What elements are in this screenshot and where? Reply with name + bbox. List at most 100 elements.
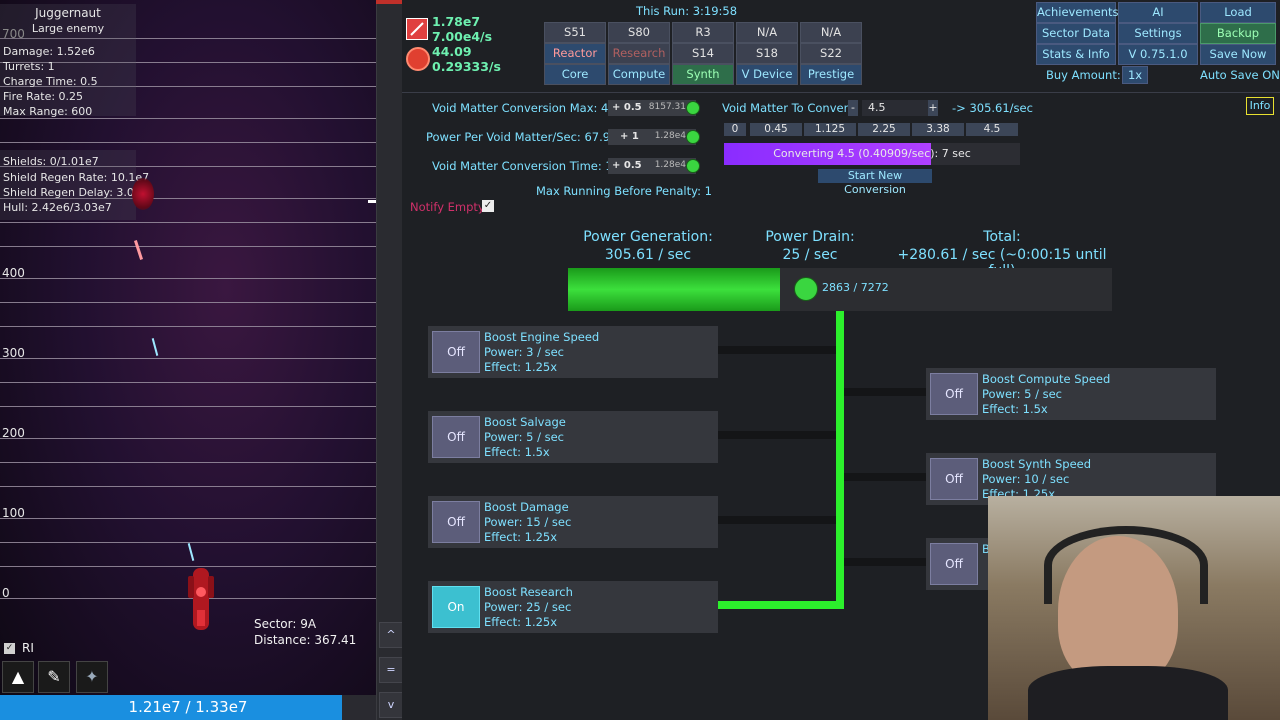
boost-power: Power: 25 / sec bbox=[484, 600, 572, 614]
tab-synth[interactable]: Synth bbox=[672, 64, 734, 85]
sector-label: Sector: 9A bbox=[254, 617, 317, 631]
boost-toggle-button[interactable]: Off bbox=[432, 331, 480, 373]
hull-bar: 1.21e7 / 1.33e7 bbox=[0, 695, 376, 720]
ri-checkbox[interactable]: ✓ bbox=[4, 643, 15, 654]
power-wire bbox=[844, 473, 926, 481]
achievements-button[interactable]: Achievements bbox=[1036, 2, 1119, 23]
vm-decrease-button[interactable]: - bbox=[848, 100, 858, 116]
tab-core[interactable]: Core bbox=[544, 64, 606, 85]
hull-text: 1.21e7 / 1.33e7 bbox=[128, 698, 248, 716]
boost-toggle-button[interactable]: On bbox=[432, 586, 480, 628]
matter-icon bbox=[406, 18, 428, 40]
boost-power: Power: 10 / sec bbox=[982, 472, 1070, 486]
tab-prestige[interactable]: Prestige bbox=[800, 64, 862, 85]
boost-toggle-button[interactable]: Off bbox=[930, 543, 978, 585]
ri-label: RI bbox=[22, 641, 34, 655]
boost-name: Boost Synth Speed bbox=[982, 457, 1092, 471]
boost-toggle-button[interactable]: Off bbox=[432, 416, 480, 458]
power-icon bbox=[794, 277, 818, 301]
y-axis-label: 100 bbox=[2, 506, 25, 520]
scroll-up-button[interactable]: ^ bbox=[379, 622, 403, 648]
tab-s22[interactable]: S22 bbox=[800, 43, 862, 64]
enemy-info-panel bbox=[0, 4, 136, 116]
scroll-down-button[interactable]: v bbox=[379, 692, 403, 718]
boost-effect: Effect: 1.25x bbox=[484, 360, 558, 374]
header-bar: 1.78e7 7.00e4/s 44.09 0.29333/s This Run… bbox=[402, 0, 1280, 93]
power-per-vm-upgrade-button[interactable]: + 1 1.28e4 bbox=[608, 129, 700, 145]
enemy-stat: Fire Rate: 0.25 bbox=[3, 90, 84, 103]
preset-button[interactable]: 3.38 bbox=[912, 123, 964, 136]
preset-button[interactable]: 2.25 bbox=[858, 123, 910, 136]
tab-compute[interactable]: Compute bbox=[608, 64, 670, 85]
boost-salvage: Off Boost Salvage Power: 5 / sec Effect:… bbox=[428, 411, 718, 463]
enemy-shield-panel bbox=[0, 150, 136, 220]
power-storage-fill bbox=[568, 268, 781, 311]
battle-view: Juggernaut Large enemy Damage: 1.52e6 Tu… bbox=[0, 0, 376, 720]
enemy-stat: Damage: 1.52e6 bbox=[3, 45, 95, 58]
drone-icon[interactable]: ✦ bbox=[76, 661, 108, 693]
upgrade-amount: + 1 bbox=[620, 131, 639, 142]
backup-button[interactable]: Backup bbox=[1200, 23, 1276, 44]
preset-button[interactable]: 0.45 bbox=[750, 123, 802, 136]
this-run-timer: This Run: 3:19:58 bbox=[636, 4, 738, 18]
auto-save-label[interactable]: Auto Save ON bbox=[1200, 68, 1280, 82]
y-axis-label: 0 bbox=[2, 586, 10, 600]
info-button[interactable]: Info bbox=[1246, 97, 1274, 115]
player-ship-icon bbox=[188, 568, 214, 630]
vm-to-convert-input[interactable]: 4.5 bbox=[862, 100, 932, 116]
boost-name: Boost Research bbox=[484, 585, 573, 599]
preset-button[interactable]: 4.5 bbox=[966, 123, 1018, 136]
tab-s80[interactable]: S80 bbox=[608, 22, 670, 43]
settings-button[interactable]: Settings bbox=[1118, 23, 1198, 44]
enemy-projectile bbox=[133, 240, 144, 260]
tab-r3[interactable]: R3 bbox=[672, 22, 734, 43]
power-storage-text: 2863 / 7272 bbox=[822, 281, 889, 294]
shield-stat: Shield Regen Delay: 3.0 bbox=[3, 186, 134, 199]
save-now-button[interactable]: Save Now bbox=[1200, 44, 1276, 65]
tab-na-2[interactable]: N/A bbox=[800, 22, 862, 43]
enemy-ship bbox=[132, 178, 154, 210]
shield-stat: Shield Regen Rate: 10.1e7 bbox=[3, 171, 150, 184]
sector-data-button[interactable]: Sector Data bbox=[1036, 23, 1116, 44]
tab-reactor[interactable]: Reactor bbox=[544, 43, 606, 64]
shield-stat: Shields: 0/1.01e7 bbox=[3, 155, 99, 168]
boost-toggle-button[interactable]: Off bbox=[930, 458, 978, 500]
tab-s18[interactable]: S18 bbox=[736, 43, 798, 64]
boost-effect: Effect: 1.5x bbox=[982, 402, 1048, 416]
tab-s14[interactable]: S14 bbox=[672, 43, 734, 64]
preset-button[interactable]: 0 bbox=[724, 123, 746, 136]
upgrade-cost: 1.28e4 bbox=[654, 131, 686, 141]
conversion-progress-text: Converting 4.5 (0.40909/sec): 7 sec bbox=[773, 147, 971, 160]
resource-rate: 7.00e4/s bbox=[432, 29, 493, 44]
buy-amount-button[interactable]: 1x bbox=[1122, 66, 1148, 84]
vm-conversion-max-upgrade-button[interactable]: + 0.5 8157.31 bbox=[608, 100, 700, 116]
tab-na-1[interactable]: N/A bbox=[736, 22, 798, 43]
stats-info-button[interactable]: Stats & Info bbox=[1036, 44, 1116, 65]
ai-button[interactable]: AI bbox=[1118, 2, 1198, 23]
vm-increase-button[interactable]: + bbox=[928, 100, 938, 116]
top-red-indicator bbox=[376, 0, 402, 4]
upgrade-cost: 8157.31 bbox=[648, 102, 686, 112]
power-drain-label: Power Drain: bbox=[765, 229, 855, 245]
menu-button[interactable]: = bbox=[379, 657, 403, 683]
power-wire bbox=[718, 516, 836, 524]
ship-icon[interactable]: ▲ bbox=[2, 661, 34, 693]
start-new-conversion-button[interactable]: Start New Conversion bbox=[818, 169, 932, 196]
webcam-overlay bbox=[988, 496, 1280, 720]
boost-toggle-button[interactable]: Off bbox=[930, 373, 978, 415]
power-cost-icon bbox=[686, 159, 700, 173]
power-wire-active bbox=[718, 601, 844, 609]
preset-button[interactable]: 1.125 bbox=[804, 123, 856, 136]
enemy-stat: Charge Time: 0.5 bbox=[3, 75, 98, 88]
boost-toggle-button[interactable]: Off bbox=[432, 501, 480, 543]
weapon-icon[interactable]: ✎ bbox=[38, 661, 70, 693]
load-button[interactable]: Load bbox=[1200, 2, 1276, 23]
tab-v-device[interactable]: V Device bbox=[736, 64, 798, 85]
vm-conversion-time-upgrade-button[interactable]: + 0.5 1.28e4 bbox=[608, 158, 700, 174]
notify-empty-checkbox[interactable]: ✓ bbox=[482, 200, 494, 212]
player-projectile bbox=[151, 338, 159, 356]
headphones-icon bbox=[1044, 526, 1208, 604]
tab-s51[interactable]: S51 bbox=[544, 22, 606, 43]
boost-effect: Effect: 1.25x bbox=[484, 615, 558, 629]
tab-research[interactable]: Research bbox=[608, 43, 670, 64]
